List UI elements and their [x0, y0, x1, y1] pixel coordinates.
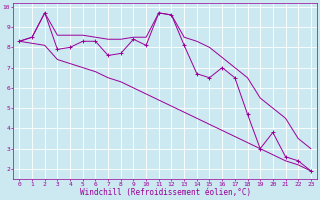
X-axis label: Windchill (Refroidissement éolien,°C): Windchill (Refroidissement éolien,°C)	[80, 188, 251, 197]
